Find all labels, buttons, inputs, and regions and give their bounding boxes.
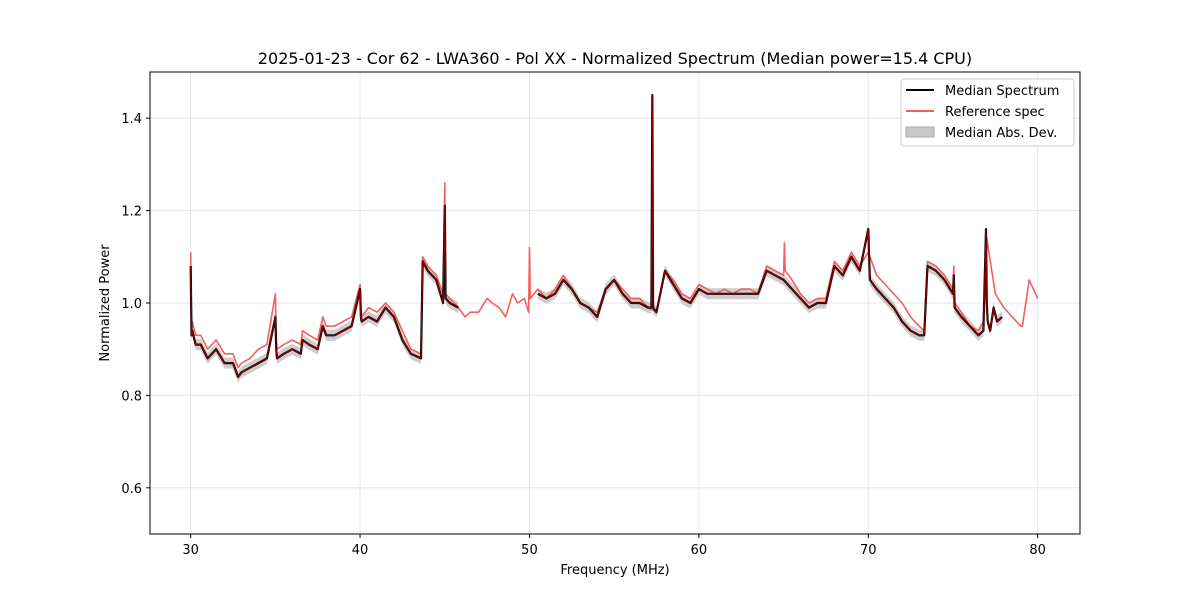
legend-box: [900, 78, 1075, 147]
x-tick-label: 50: [521, 543, 538, 558]
x-axis-label: Frequency (MHz): [560, 563, 669, 578]
y-axis-label: Normalized Power: [98, 244, 113, 362]
x-tick-label: 80: [1029, 543, 1046, 558]
median-overlap-line: [190, 205, 459, 378]
y-tick-label: 0.6: [121, 482, 142, 497]
legend-mad-swatch: [905, 126, 935, 138]
reference-spectrum-line: [189, 182, 1039, 369]
x-tick-label: 70: [860, 543, 877, 558]
y-tick-label: 1.4: [121, 112, 142, 127]
y-tick-label: 1.2: [121, 205, 142, 220]
series-lines: [189, 93, 1039, 378]
y-tick-label: 0.8: [121, 389, 142, 404]
chart-title: 2025-01-23 - Cor 62 - LWA360 - Pol XX - …: [258, 49, 972, 68]
legend-median-label: Median Spectrum: [945, 84, 1059, 99]
legend-reference-label: Reference spec: [945, 105, 1045, 120]
x-axis-ticks: 30 40 50 60 70 80: [182, 534, 1046, 558]
x-tick-label: 40: [352, 543, 369, 558]
legend-mad-label: Median Abs. Dev.: [945, 126, 1057, 141]
y-axis-ticks: 0.6 0.8 1.0 1.2 1.4: [121, 112, 150, 497]
median-overlap-line: [537, 94, 1003, 336]
legend: Median Spectrum Reference spec Median Ab…: [900, 78, 1075, 147]
y-tick-label: 1.0: [121, 297, 142, 312]
x-tick-label: 30: [182, 543, 199, 558]
x-tick-label: 60: [691, 543, 708, 558]
